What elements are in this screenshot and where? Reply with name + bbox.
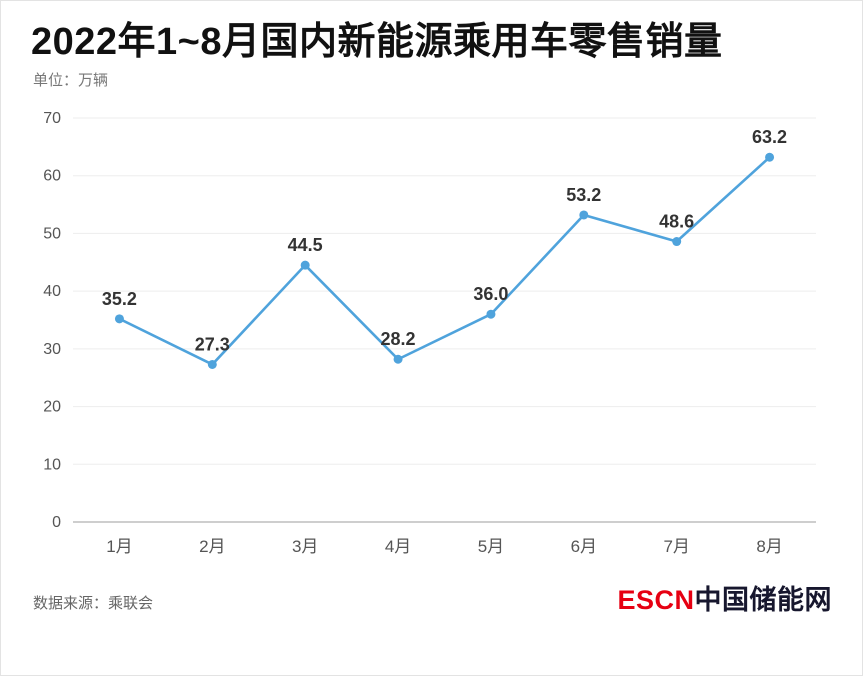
x-tick-label: 6月 <box>571 537 597 556</box>
y-tick-label: 70 <box>43 110 61 127</box>
x-tick-label: 4月 <box>385 537 411 556</box>
escn-logo-text: ESCN <box>617 584 695 615</box>
data-point <box>300 260 310 270</box>
x-tick-label: 1月 <box>106 537 132 556</box>
y-tick-label: 0 <box>52 514 61 531</box>
x-tick-label: 8月 <box>756 537 782 556</box>
data-point <box>672 236 682 246</box>
chart-area: 0 10 20 30 40 50 60 70 1月 2月 3月 4月 5月 6月 7月 8月 35.2 27.3 4… <box>21 96 842 574</box>
data-label: 36.0 <box>473 284 508 304</box>
data-point <box>393 354 403 364</box>
y-tick-label: 50 <box>43 225 61 242</box>
data-label: 53.2 <box>566 185 601 205</box>
data-point <box>765 152 775 162</box>
y-tick-label: 10 <box>43 456 61 473</box>
data-label: 44.5 <box>288 235 323 255</box>
data-point <box>114 314 124 324</box>
y-tick-label: 30 <box>43 341 61 358</box>
data-label: 48.6 <box>659 211 694 231</box>
line-chart: 0 10 20 30 40 50 60 70 1月 2月 3月 4月 5月 6月 7月 8月 35.2 27.3 4… <box>43 110 816 556</box>
footer: 数据来源：乘联会 ESCN中国储能网 <box>21 576 842 617</box>
data-label: 35.2 <box>102 289 137 309</box>
data-label: 28.2 <box>381 329 416 349</box>
data-label: 63.2 <box>752 127 787 147</box>
x-tick-label: 7月 <box>663 537 689 556</box>
y-tick-label: 20 <box>43 398 61 415</box>
unit-label: 单位：万辆 <box>33 71 109 89</box>
data-source-label: 数据来源：乘联会 <box>33 594 154 612</box>
y-tick-label: 40 <box>43 283 61 300</box>
series-line <box>118 155 771 366</box>
escn-logo: ESCN中国储能网 <box>617 578 832 617</box>
data-point <box>579 210 589 220</box>
y-tick-label: 60 <box>43 167 61 184</box>
x-tick-label: 2月 <box>199 537 225 556</box>
chart-title: 2022年1~8月国内新能源乘用车零售销量 <box>31 21 723 63</box>
data-point <box>207 359 217 369</box>
escn-logo-cn-text: 中国储能网 <box>694 584 832 615</box>
x-tick-label: 3月 <box>292 537 318 556</box>
data-label: 27.3 <box>195 334 230 354</box>
data-point <box>486 309 496 319</box>
x-tick-label: 5月 <box>478 537 504 556</box>
